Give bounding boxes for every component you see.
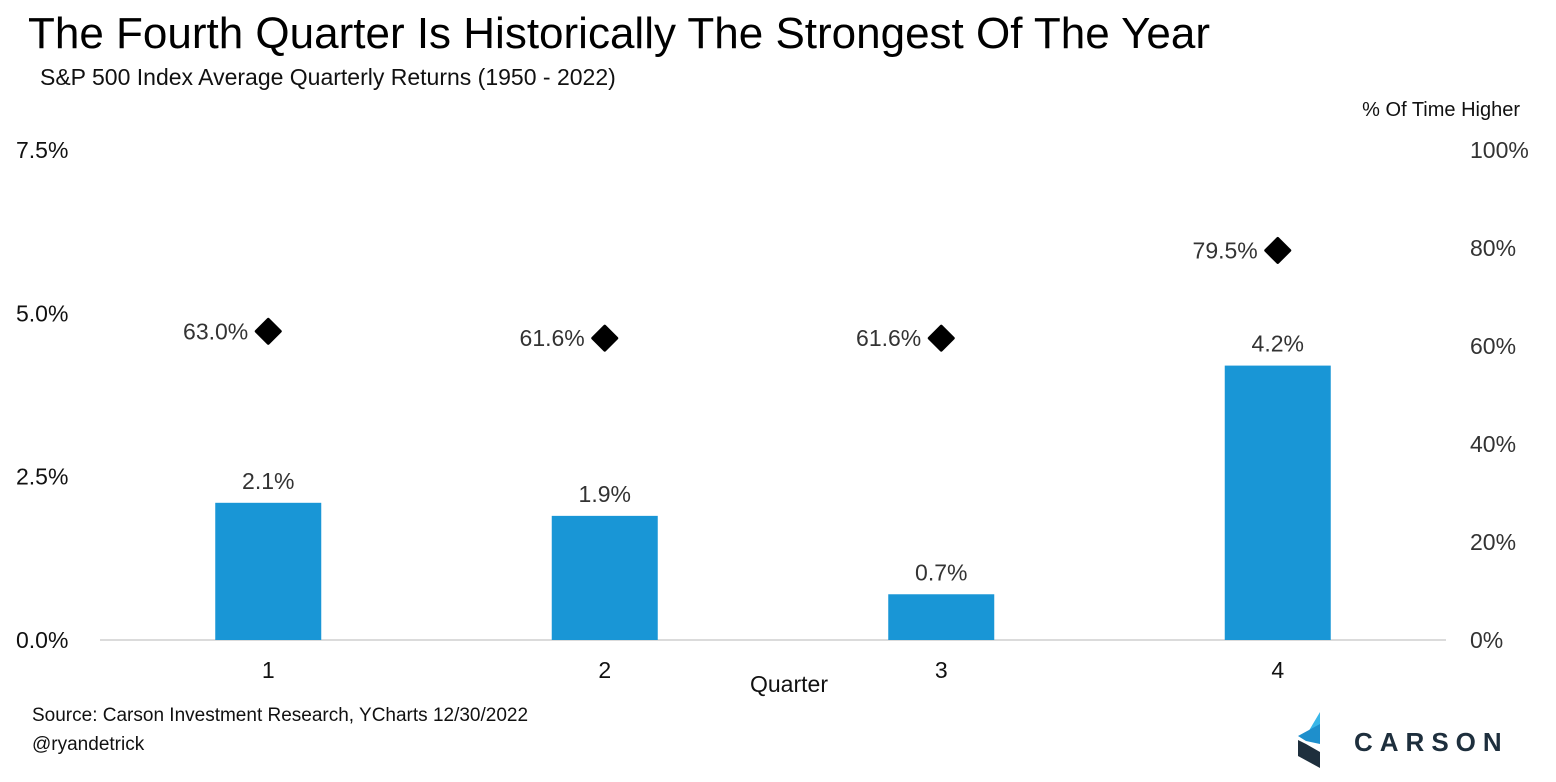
x-axis-title: Quarter — [750, 671, 828, 697]
bar-data-label: 2.1% — [242, 468, 294, 494]
right-axis-tick: 40% — [1470, 431, 1516, 457]
x-axis-tick: 1 — [262, 657, 275, 683]
point-data-label: 61.6% — [856, 325, 921, 351]
left-axis-tick: 2.5% — [16, 464, 68, 490]
carson-logo-text: CARSON — [1354, 727, 1509, 757]
diamond-marker — [254, 317, 282, 345]
chart-title: The Fourth Quarter Is Historically The S… — [28, 9, 1211, 58]
right-axis-title: % Of Time Higher — [1362, 99, 1520, 121]
left-axis-tick: 5.0% — [16, 300, 68, 326]
carson-logo: CARSON — [1296, 710, 1536, 774]
left-axis-tick: 7.5% — [16, 137, 68, 163]
bar — [215, 502, 322, 640]
right-axis-tick: 80% — [1470, 235, 1516, 261]
right-axis-tick: 60% — [1470, 333, 1516, 359]
author-handle: @ryandetrick — [32, 734, 145, 755]
right-axis-tick: 0% — [1470, 627, 1503, 653]
bar-data-label: 1.9% — [579, 481, 631, 507]
source-note: Source: Carson Investment Research, YCha… — [32, 705, 529, 726]
x-axis-tick: 4 — [1271, 657, 1284, 683]
chart: 0.0% 2.5% 5.0% 7.5% 0% 20% 40% 60% 80% 100% 2.1%… — [16, 99, 1529, 697]
bar-data-label: 0.7% — [915, 559, 967, 585]
bar — [888, 594, 995, 640]
diamond-marker — [927, 324, 955, 352]
bar — [1224, 365, 1331, 640]
carson-logo-mark-icon — [1298, 712, 1320, 768]
x-axis-tick: 3 — [935, 657, 948, 683]
diamond-marker — [1264, 236, 1292, 264]
bar — [551, 515, 658, 640]
point-data-label: 61.6% — [520, 325, 585, 351]
point-data-label: 79.5% — [1193, 237, 1258, 263]
x-axis-tick: 2 — [598, 657, 611, 683]
diamond-marker — [591, 324, 619, 352]
bar-data-label: 4.2% — [1252, 331, 1304, 357]
left-axis-tick: 0.0% — [16, 627, 68, 653]
right-axis-tick: 20% — [1470, 529, 1516, 555]
chart-subtitle: S&P 500 Index Average Quarterly Returns … — [40, 64, 616, 90]
point-data-label: 63.0% — [183, 318, 248, 344]
right-axis-tick: 100% — [1470, 137, 1529, 163]
